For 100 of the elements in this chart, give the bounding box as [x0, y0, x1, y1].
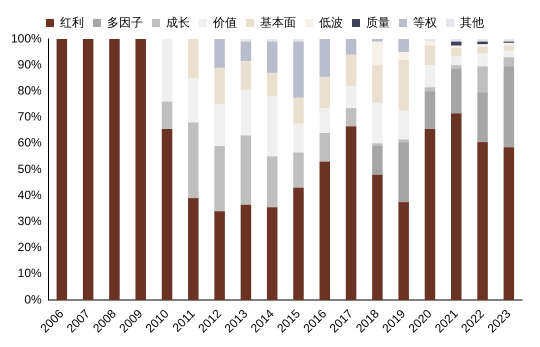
bar [266, 42, 278, 73]
bar [372, 143, 383, 146]
legend-label: 红利 [60, 15, 84, 30]
bar [320, 132, 330, 162]
bar [240, 90, 252, 136]
bar [504, 39, 514, 42]
y-tick-label: 70% [18, 110, 42, 124]
bar [424, 42, 436, 46]
bar [346, 126, 356, 300]
bar [477, 92, 488, 142]
bar [214, 146, 225, 212]
bar [372, 146, 383, 175]
bar [56, 39, 68, 300]
bar [240, 136, 252, 205]
bar [504, 46, 514, 51]
bar [266, 72, 278, 96]
bar [266, 39, 278, 42]
bar [162, 102, 172, 130]
legend-label: 价值 [212, 15, 237, 30]
bar [188, 78, 199, 122]
bar [320, 108, 330, 133]
bar [424, 129, 436, 300]
y-tick-label: 10% [18, 266, 42, 280]
legend-label: 多因子 [107, 15, 143, 30]
bar [504, 50, 514, 58]
legend-label: 低波 [319, 15, 343, 30]
bar [424, 91, 436, 130]
bar [477, 39, 488, 42]
bar [372, 42, 383, 66]
bar [188, 198, 199, 300]
bar [398, 110, 409, 140]
bar [451, 69, 462, 114]
legend-label: 成长 [166, 15, 190, 30]
bar [504, 42, 514, 46]
legend-label: 其他 [460, 15, 484, 30]
bar [293, 152, 304, 188]
y-tick-label: 90% [18, 57, 42, 72]
bar [266, 207, 278, 300]
bar [398, 139, 409, 142]
bar [451, 48, 462, 56]
bar [477, 53, 488, 66]
bar [214, 211, 225, 300]
bar [346, 86, 356, 108]
bar [162, 129, 172, 300]
bar [451, 113, 462, 300]
bar [214, 104, 225, 146]
bar [504, 57, 514, 66]
bar [424, 46, 436, 66]
bar [240, 42, 252, 62]
bar [372, 174, 383, 300]
y-tick-label: 100% [10, 31, 42, 46]
bar [240, 39, 252, 42]
bar [398, 60, 409, 111]
bar [398, 142, 409, 202]
bar [162, 39, 172, 102]
y-tick-label: 50% [18, 162, 42, 176]
bar [346, 54, 356, 86]
bar [188, 39, 199, 78]
bar [477, 42, 488, 44]
y-tick-label: 20% [18, 240, 42, 254]
bar [398, 52, 409, 60]
legend-label: 基本面 [260, 15, 296, 30]
bar [266, 96, 278, 156]
bar [320, 39, 330, 77]
bar [135, 39, 146, 300]
legend-label: 等权 [413, 15, 437, 30]
y-tick-label: 0% [24, 292, 42, 306]
bar [451, 42, 462, 46]
bar [293, 98, 304, 124]
bar [398, 202, 409, 300]
bar [240, 204, 252, 300]
bar [109, 39, 120, 300]
bar [424, 65, 436, 88]
bar [346, 108, 356, 126]
bar [214, 68, 225, 104]
bar [82, 39, 94, 300]
bar [320, 162, 330, 300]
bar [188, 122, 199, 198]
bar [504, 66, 514, 148]
bar [240, 61, 252, 90]
y-tick-label: 30% [18, 214, 42, 228]
bar [372, 39, 383, 42]
bar [451, 56, 462, 66]
legend-label: 质量 [366, 15, 390, 30]
bar [214, 39, 225, 68]
bar [477, 142, 488, 300]
bar [477, 44, 488, 47]
bar [320, 76, 330, 108]
bar [451, 39, 462, 42]
bar [372, 65, 383, 103]
bar [372, 102, 383, 144]
bar [477, 66, 488, 92]
y-tick-label: 80% [18, 84, 42, 98]
bar [477, 46, 488, 54]
bar [451, 65, 462, 70]
bar [346, 39, 356, 55]
bar [398, 39, 409, 52]
y-tick-label: 40% [18, 188, 42, 202]
bar [451, 46, 462, 48]
bar [293, 42, 304, 98]
